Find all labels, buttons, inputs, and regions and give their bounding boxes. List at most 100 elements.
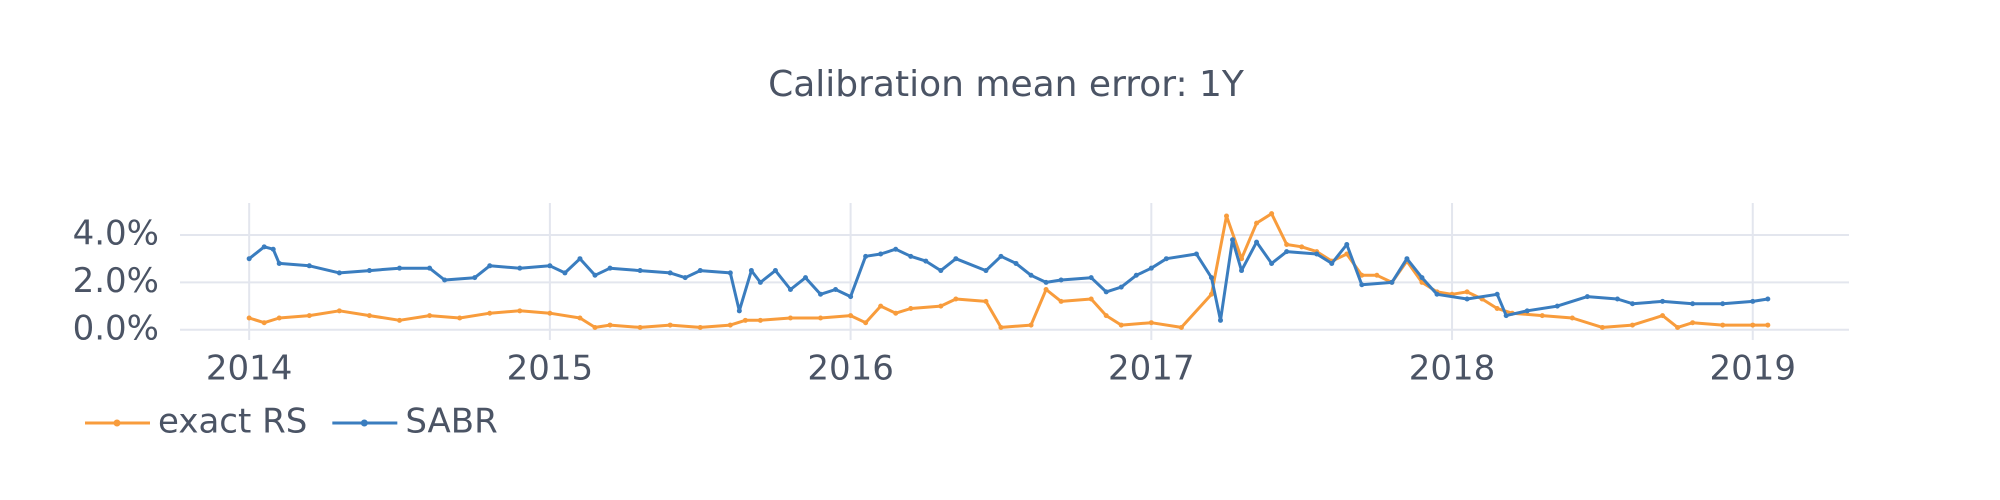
data-point	[953, 256, 959, 262]
data-point	[1660, 313, 1666, 319]
data-point	[818, 315, 824, 321]
data-point	[878, 303, 884, 309]
data-point	[270, 246, 276, 252]
data-point	[547, 263, 553, 269]
data-point	[983, 298, 989, 304]
y-tick-label: 0.0%	[73, 308, 159, 348]
data-point	[1269, 211, 1275, 217]
data-point	[727, 322, 733, 328]
data-point	[757, 317, 763, 323]
data-point	[1163, 256, 1169, 262]
data-point	[487, 263, 493, 269]
data-point	[923, 258, 929, 264]
data-point	[697, 324, 703, 330]
data-point	[592, 272, 598, 278]
data-point	[366, 313, 372, 319]
data-point	[1284, 249, 1290, 255]
data-point	[1524, 308, 1530, 314]
data-point	[1088, 275, 1094, 281]
data-point	[818, 291, 824, 297]
data-point	[1230, 237, 1236, 243]
data-point	[998, 324, 1004, 330]
x-tick-label: 2016	[807, 349, 894, 389]
data-point	[1690, 301, 1696, 307]
data-point	[757, 279, 763, 285]
data-point	[592, 324, 598, 330]
data-point	[1464, 289, 1470, 295]
x-tick-label: 2018	[1409, 349, 1496, 389]
data-point	[1239, 256, 1245, 262]
data-point	[1058, 277, 1064, 283]
data-point	[457, 315, 463, 321]
data-point	[727, 270, 733, 276]
data-point	[1494, 305, 1500, 311]
data-point	[1314, 251, 1320, 257]
data-point	[427, 265, 433, 271]
data-point	[1374, 272, 1380, 278]
data-point	[607, 322, 613, 328]
data-point	[772, 268, 778, 274]
data-point	[637, 324, 643, 330]
data-point	[1254, 220, 1260, 226]
data-point	[863, 320, 869, 326]
data-point	[1419, 275, 1425, 281]
data-point	[261, 320, 267, 326]
y-tick-label: 2.0%	[73, 261, 159, 301]
data-point	[833, 287, 839, 293]
data-point	[1224, 213, 1230, 219]
data-point	[306, 263, 312, 269]
data-point	[1494, 291, 1500, 297]
data-point	[878, 251, 884, 257]
data-point	[1750, 298, 1756, 304]
data-point	[397, 265, 403, 271]
series-line	[248, 238, 1769, 322]
data-point	[397, 317, 403, 323]
legend-label: SABR	[405, 402, 497, 442]
data-point	[682, 275, 688, 281]
data-point	[577, 256, 583, 262]
data-point	[1118, 322, 1124, 328]
data-point	[1088, 296, 1094, 302]
data-point	[1599, 324, 1605, 330]
data-point	[1750, 322, 1756, 328]
series-line	[248, 212, 1768, 329]
data-point	[1028, 322, 1034, 328]
data-point	[336, 270, 342, 276]
data-point	[1359, 272, 1365, 278]
data-point	[938, 303, 944, 309]
data-point	[848, 294, 854, 300]
data-point	[577, 315, 583, 321]
data-point	[1148, 320, 1154, 326]
data-point	[748, 268, 754, 274]
data-point	[742, 317, 748, 323]
data-point	[908, 253, 914, 259]
data-point	[1675, 324, 1681, 330]
data-point	[1720, 322, 1726, 328]
data-point	[983, 268, 989, 274]
data-point	[908, 305, 914, 311]
data-point	[472, 275, 478, 281]
data-point	[736, 308, 742, 314]
data-point	[893, 310, 899, 316]
data-point	[1148, 265, 1154, 271]
data-point	[1193, 251, 1199, 257]
data-point	[1269, 260, 1275, 266]
data-point	[953, 296, 959, 302]
data-point	[893, 246, 899, 252]
data-point	[1254, 239, 1260, 245]
data-point	[667, 270, 673, 276]
x-tick-label: 2015	[507, 349, 594, 389]
data-point	[1434, 291, 1440, 297]
data-point	[998, 253, 1004, 259]
data-point	[1389, 279, 1395, 285]
data-point	[1765, 322, 1771, 328]
legend-marker	[360, 419, 368, 427]
data-point	[1239, 268, 1245, 274]
data-point	[306, 313, 312, 319]
data-point	[1464, 296, 1470, 302]
data-point	[336, 308, 342, 314]
legend-marker	[113, 419, 121, 427]
data-point	[1118, 284, 1124, 290]
data-point	[487, 310, 493, 316]
